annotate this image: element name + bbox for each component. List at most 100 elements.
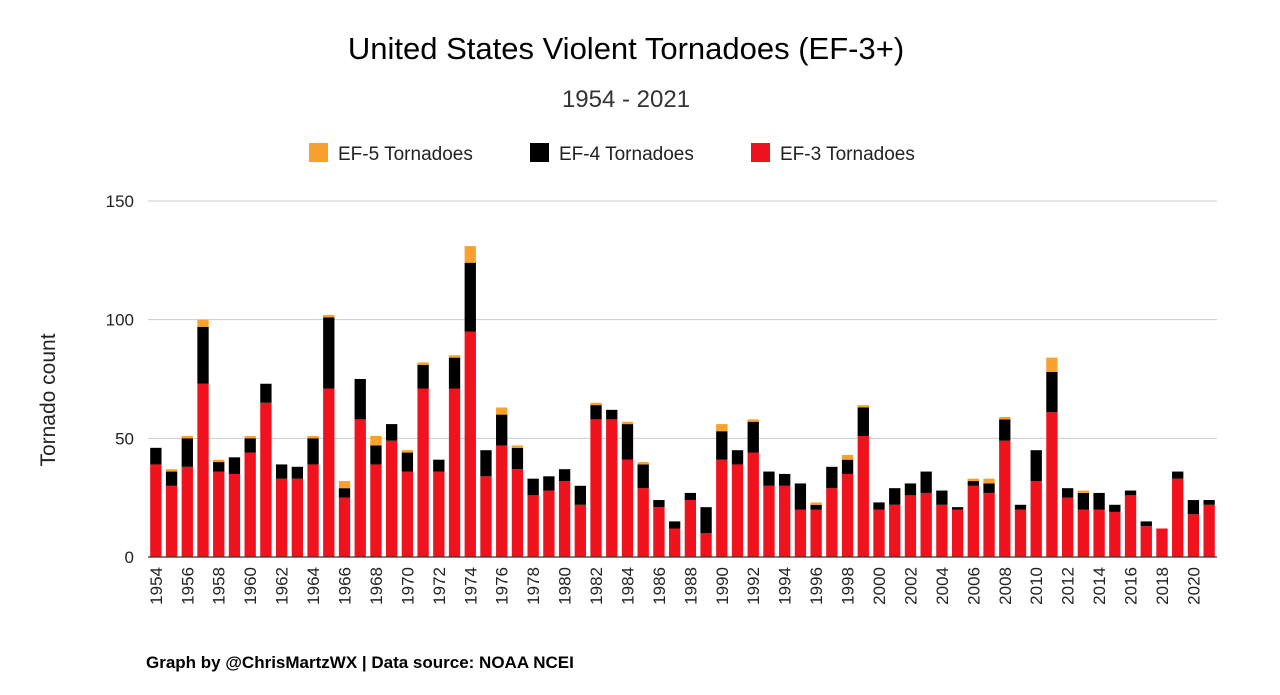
x-tick-label: 1998 [839, 567, 858, 605]
bar-ef4-1956 [181, 438, 193, 467]
bar-ef5-1964 [307, 435, 319, 439]
bar-ef4-1963 [291, 466, 304, 479]
bar-ef3-2002 [904, 495, 917, 557]
bar-ef4-2012 [1061, 488, 1074, 498]
bar-ef3-2019 [1172, 478, 1184, 557]
bar-ef4-2017 [1140, 521, 1152, 527]
bar-ef5-1966 [338, 481, 351, 489]
bar-ef3-2012 [1061, 497, 1074, 557]
bar-ef4-1969 [386, 424, 398, 441]
bar-ef3-1982 [590, 419, 602, 557]
x-tick-label: 1962 [273, 567, 292, 605]
bar-ef5-1958 [213, 459, 225, 463]
x-axis-ticks: 1954 1956 1958 1960 1962 1964 1966 1968 1970 1972… [147, 567, 1204, 605]
bar-ef3-1976 [496, 445, 508, 557]
bar-ef3-2008 [999, 440, 1011, 557]
bar-ef4-1974 [464, 262, 476, 332]
bar-ef4-1980 [558, 469, 571, 482]
bar-ef4-1976 [496, 414, 508, 446]
bar-ef4-1998 [841, 459, 854, 474]
bar-ef4-2002 [904, 483, 917, 496]
x-tick-label: 1978 [524, 567, 543, 605]
bar-ef3-2015 [1109, 511, 1121, 557]
bar-ef3-2011 [1046, 412, 1058, 557]
legend-swatch-ef3 [751, 143, 770, 162]
legend-swatch-ef4 [530, 143, 549, 162]
bar-ef4-1971 [417, 364, 429, 389]
bar-ef5-1973 [448, 355, 461, 358]
bar-ef3-1961 [260, 402, 272, 557]
x-tick-label: 2000 [870, 567, 889, 605]
bar-ef4-2000 [873, 502, 885, 510]
bar-ef4-1966 [338, 488, 351, 498]
bar-ef3-1996 [810, 509, 822, 557]
x-tick-label: 1976 [493, 567, 512, 605]
bar-ef4-1990 [716, 431, 728, 460]
bar-ef3-2020 [1187, 514, 1200, 557]
bar-ef3-1957 [197, 383, 209, 557]
bar-ef3-1985 [637, 488, 649, 557]
bar-ef3-1971 [417, 388, 429, 557]
bar-ef4-2013 [1077, 492, 1090, 510]
x-tick-label: 1966 [336, 567, 355, 605]
bar-ef3-1973 [448, 388, 461, 557]
bar-ef4-1995 [794, 483, 807, 510]
bar-ef4-2014 [1093, 492, 1105, 510]
x-tick-label: 1984 [618, 567, 637, 605]
bar-ef3-1998 [841, 473, 854, 557]
bar-ef4-1997 [826, 466, 838, 489]
bar-ef4-1954 [150, 447, 162, 465]
bar-ef3-2009 [1014, 509, 1027, 557]
bar-ef4-1982 [590, 405, 602, 420]
bar-ef3-1960 [244, 452, 256, 557]
bar-ef4-1960 [244, 438, 256, 453]
x-tick-label: 1986 [650, 567, 669, 605]
legend: EF-5 Tornadoes EF-4 Tornadoes EF-3 Torna… [309, 143, 915, 165]
bar-ef4-1957 [197, 326, 209, 384]
bar-ef3-1979 [543, 490, 555, 557]
y-axis-label: Tornado count [37, 333, 60, 466]
bar-ef3-2005 [951, 509, 964, 557]
bar-ef5-1957 [197, 319, 209, 327]
bar-ef3-1989 [700, 533, 712, 557]
bar-ef4-1970 [401, 452, 414, 472]
bar-ef5-1970 [401, 450, 414, 453]
x-tick-label: 1992 [744, 567, 763, 605]
bar-ef4-2015 [1109, 504, 1121, 512]
y-tick-label: 50 [115, 429, 134, 448]
bar-ef3-1955 [165, 485, 178, 557]
bar-ef3-1968 [370, 464, 382, 557]
x-tick-label: 1980 [556, 567, 575, 605]
bar-ef3-2007 [983, 492, 995, 557]
bar-ef4-2001 [889, 488, 901, 505]
legend-label-ef4: EF-4 Tornadoes [559, 144, 694, 165]
bar-ef5-1977 [511, 445, 524, 448]
bar-ef5-1998 [841, 454, 854, 460]
bar-ef3-1958 [213, 471, 225, 557]
bar-ef5-1992 [747, 419, 759, 422]
y-tick-label: 0 [125, 548, 134, 567]
bar-ef5-1982 [590, 402, 602, 406]
x-tick-label: 2006 [964, 567, 983, 605]
x-tick-label: 1972 [430, 567, 449, 605]
bar-ef3-2014 [1093, 509, 1105, 557]
bar-ef5-1996 [810, 502, 822, 505]
bar-ef3-2006 [967, 485, 979, 557]
bar-ef5-1955 [165, 469, 178, 472]
bar-ef4-1981 [574, 485, 586, 505]
bar-ef3-1967 [354, 419, 366, 557]
x-tick-label: 1960 [241, 567, 260, 605]
bar-ef4-2011 [1046, 371, 1058, 413]
bar-ef3-1972 [433, 471, 445, 557]
bar-ef4-1965 [323, 317, 335, 389]
bar-ef5-2013 [1077, 490, 1090, 493]
bar-ef4-2021 [1203, 500, 1215, 505]
bar-ef3-1965 [323, 388, 335, 557]
bar-ef4-1975 [480, 450, 492, 477]
bar-ef4-2016 [1124, 490, 1137, 496]
bar-ef4-1968 [370, 445, 382, 465]
bar-ef3-1959 [228, 473, 241, 557]
bar-ef4-2019 [1172, 471, 1184, 479]
bar-ef4-1961 [260, 383, 272, 403]
